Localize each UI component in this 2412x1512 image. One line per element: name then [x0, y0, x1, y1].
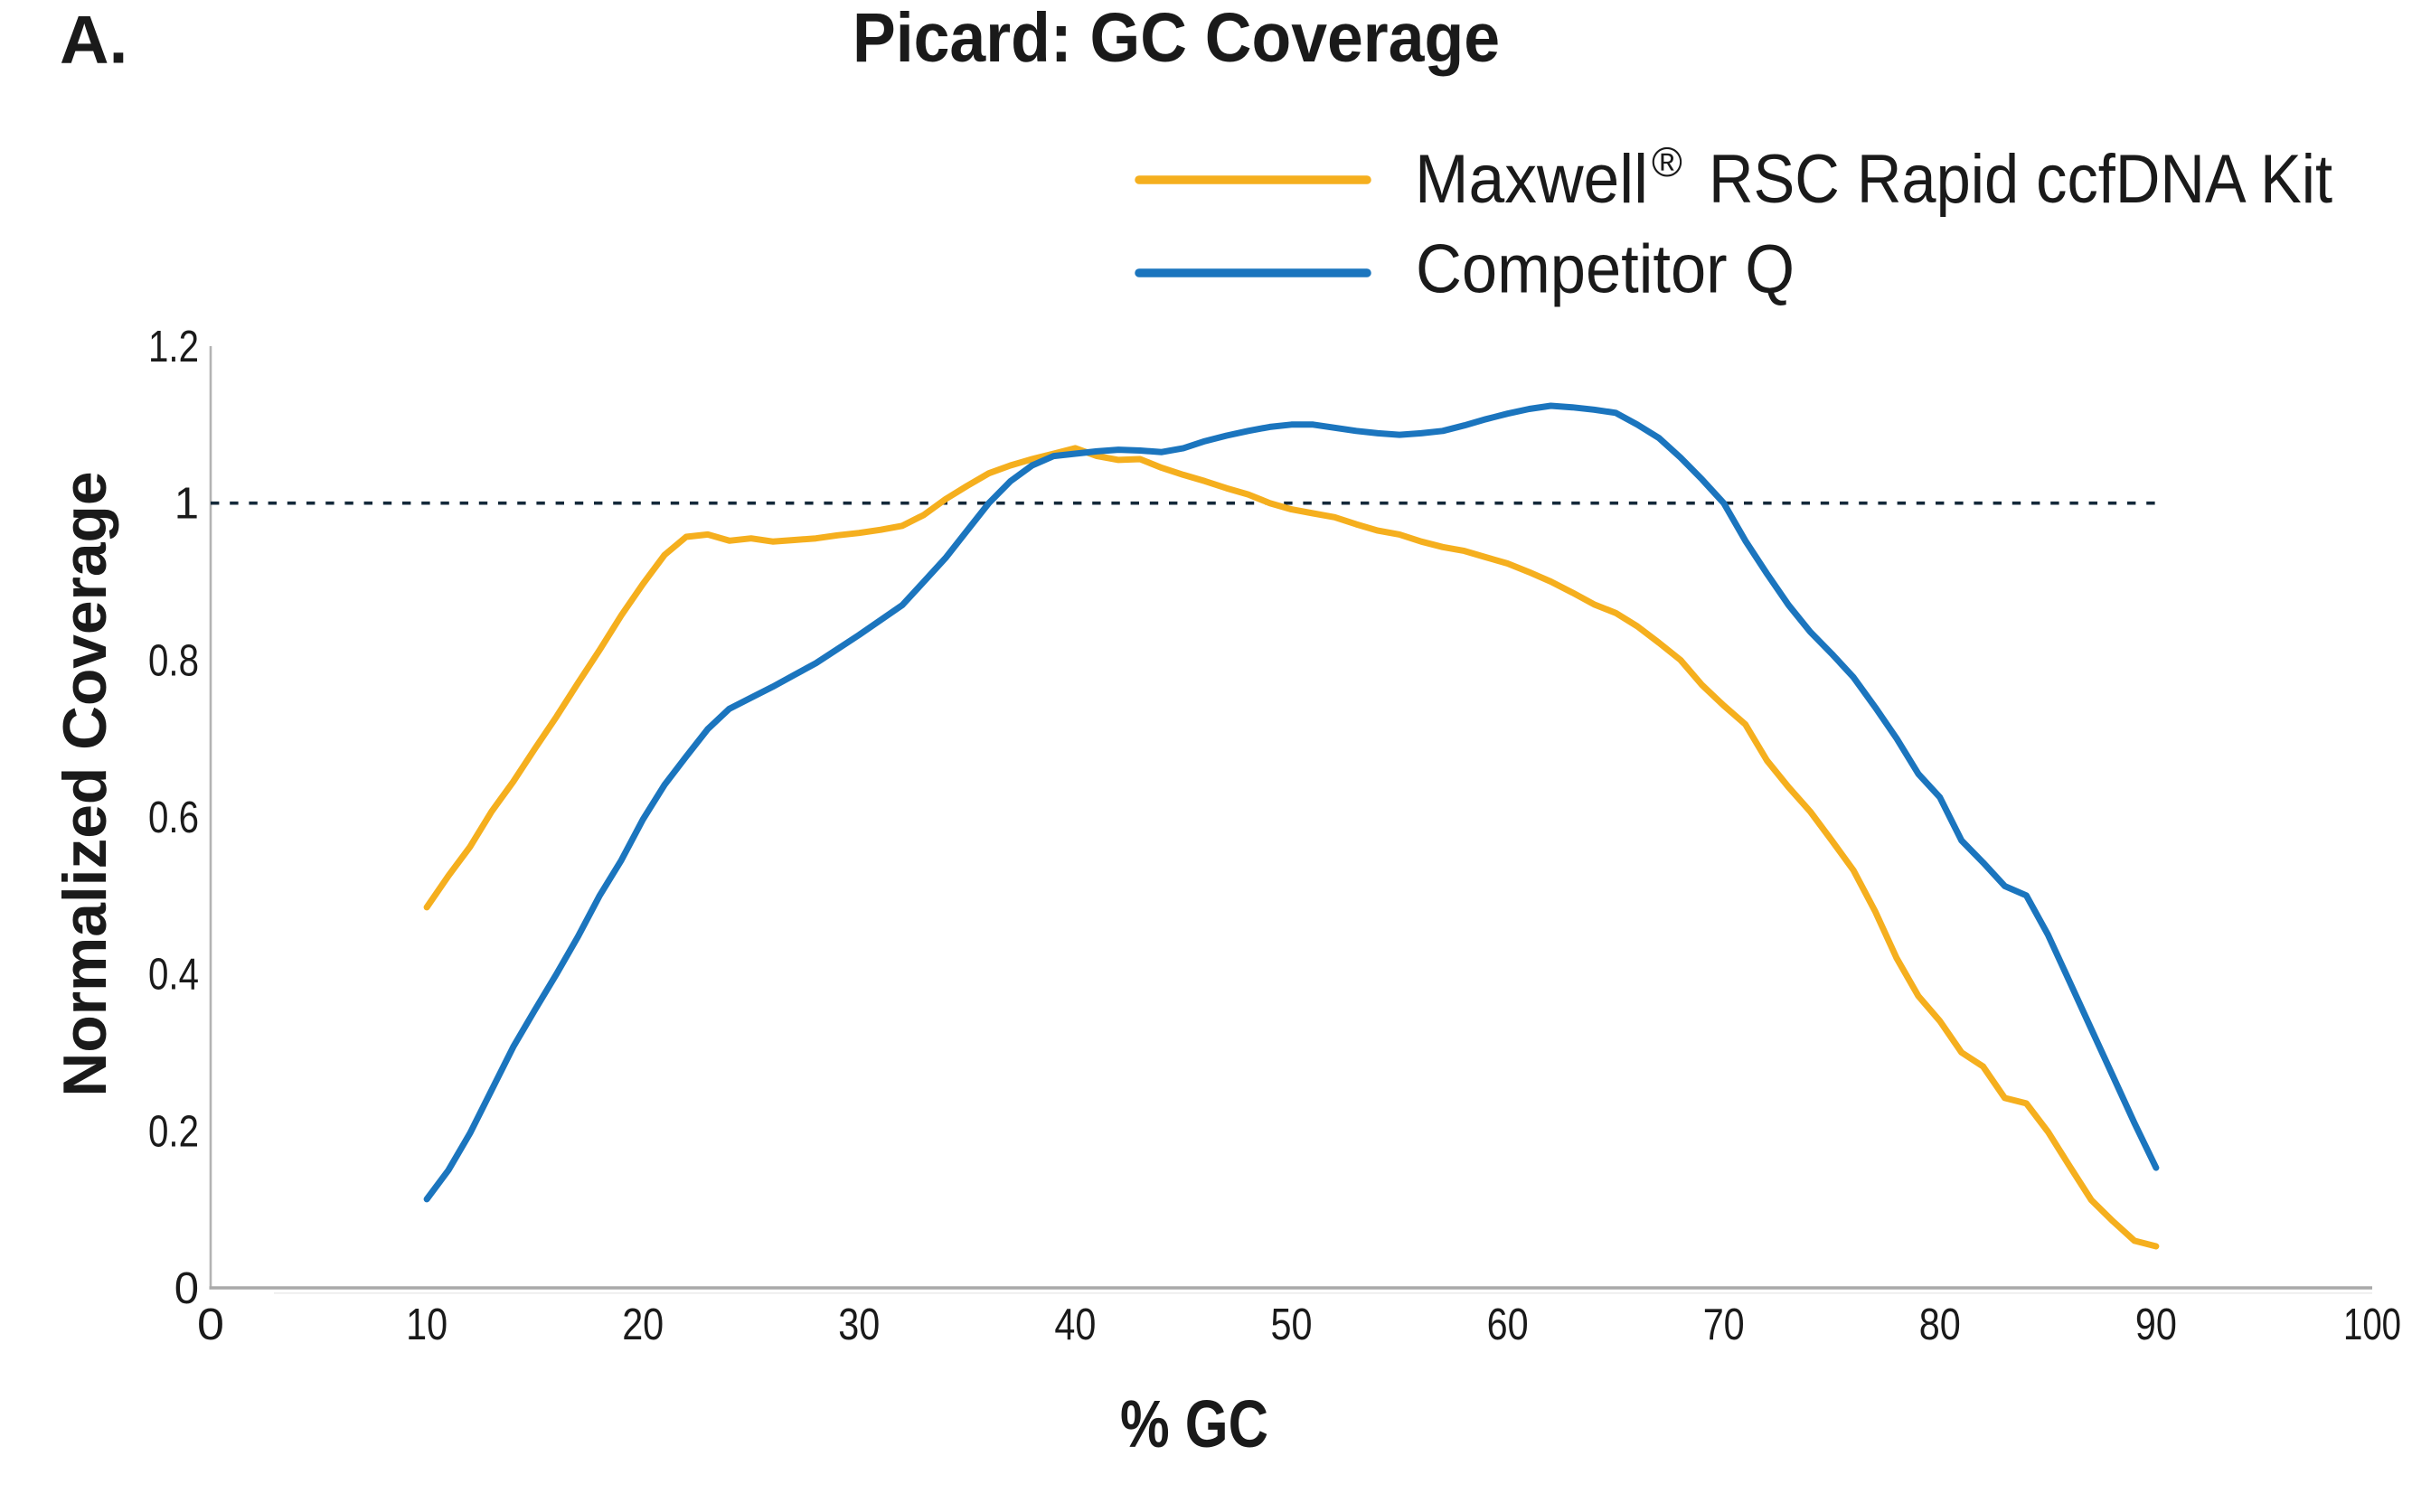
svg-text:20: 20	[622, 1301, 664, 1349]
svg-text:Normalized Coverage: Normalized Coverage	[51, 472, 119, 1097]
svg-text:60: 60	[1487, 1301, 1529, 1349]
svg-text:Picard: GC Coverage: Picard: GC Coverage	[853, 0, 1500, 77]
svg-text:80: 80	[1919, 1301, 1961, 1349]
svg-text:40: 40	[1054, 1301, 1096, 1349]
svg-text:70: 70	[1703, 1301, 1745, 1349]
svg-text:0.4: 0.4	[148, 951, 199, 1000]
svg-text:0.6: 0.6	[148, 794, 199, 842]
svg-text:1.2: 1.2	[148, 323, 199, 371]
svg-text:1: 1	[174, 480, 199, 529]
svg-text:% GC: % GC	[1120, 1386, 1268, 1461]
svg-text:Maxwell: Maxwell	[1415, 141, 1648, 218]
svg-text:30: 30	[838, 1301, 880, 1349]
svg-text:Competitor Q: Competitor Q	[1416, 231, 1795, 308]
svg-text:0.2: 0.2	[148, 1107, 199, 1156]
svg-text:50: 50	[1271, 1301, 1313, 1349]
svg-text:0.8: 0.8	[148, 636, 199, 685]
svg-text:90: 90	[2135, 1301, 2177, 1349]
svg-text:®: ®	[1652, 138, 1682, 185]
svg-text:0: 0	[174, 1264, 199, 1313]
svg-text:0: 0	[197, 1301, 224, 1349]
svg-text:A.: A.	[60, 1, 128, 77]
svg-text:10: 10	[406, 1301, 448, 1349]
svg-text:RSC Rapid ccfDNA Kit: RSC Rapid ccfDNA Kit	[1709, 141, 2332, 218]
svg-text:100: 100	[2343, 1301, 2401, 1349]
